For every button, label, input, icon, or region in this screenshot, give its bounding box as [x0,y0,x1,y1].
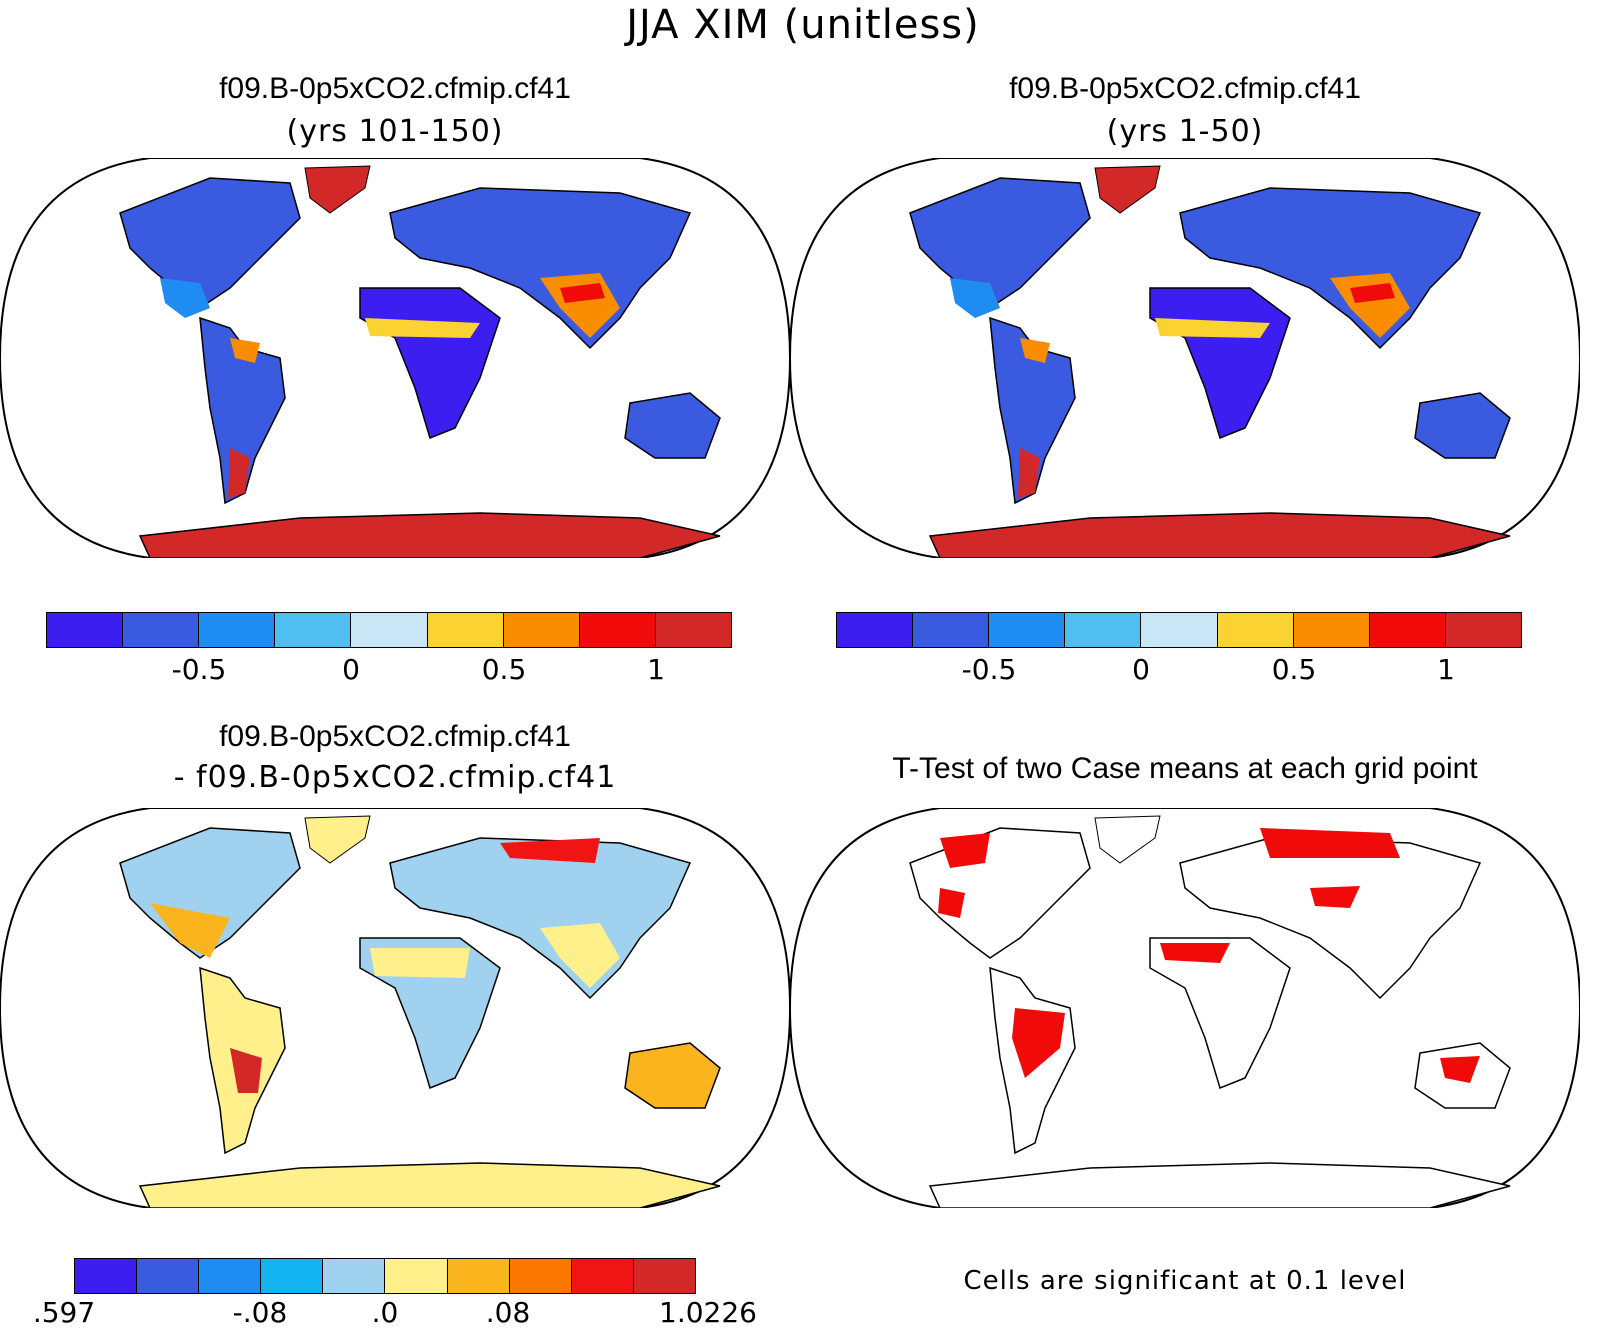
colorbar-swatch [1065,613,1142,647]
colorbar-swatch [1141,613,1218,647]
map-field-b [790,158,1580,558]
colorbar-swatch [123,613,200,647]
colorbar-swatch [655,613,731,647]
colorbar-swatch [47,613,124,647]
colorbar-tick-label: .0 [371,1296,399,1329]
panel-1-map [0,158,790,558]
panel-3-map [0,808,790,1208]
map-ttest [790,808,1580,1208]
colorbar-swatch [989,613,1066,647]
colorbar-difference [74,1258,696,1294]
colorbar-tick-label: -.08 [232,1296,288,1329]
colorbar-swatch [913,613,990,647]
colorbar-swatch [199,1259,262,1293]
panel-3-subtitle: - f09.B-0p5xCO2.cfmip.cf41 [173,760,617,795]
colorbar-tick-label: 1.0226 [659,1296,757,1329]
colorbar-swatch [1369,613,1446,647]
map-difference [0,808,790,1208]
colorbar-swatch [509,1259,572,1293]
significance-note: Cells are significant at 0.1 level [963,1266,1407,1296]
colorbar-swatch [427,613,504,647]
colorbar-swatch [571,1259,634,1293]
colorbar-tick-label: 1 [647,653,665,686]
colorbar-swatch [447,1259,510,1293]
colorbar-swatch [351,613,428,647]
colorbar-field-1 [46,612,732,648]
colorbar-swatch [1445,613,1521,647]
panel-4-title: T-Test of two Case means at each grid po… [892,752,1478,785]
colorbar-tick-label: 0 [342,653,360,686]
colorbar-swatch [137,1259,200,1293]
colorbar-tick-label: 0 [1132,653,1150,686]
colorbar-swatch [75,1259,138,1293]
colorbar-tick-label: 0.5 [481,653,527,686]
colorbar-swatch [323,1259,386,1293]
colorbar-swatch [633,1259,695,1293]
colorbar-swatch [1217,613,1294,647]
colorbar-tick-label: 0.5 [1271,653,1317,686]
panel-4-map [790,808,1580,1208]
colorbar-swatch [261,1259,324,1293]
colorbar-swatch [199,613,276,647]
panel-2-map [790,158,1580,558]
colorbar-tick-label: 1 [1437,653,1455,686]
colorbar-field-2 [836,612,1522,648]
colorbar-tick-label: -0.5 [171,653,227,686]
colorbar-swatch [385,1259,448,1293]
colorbar-swatch [1293,613,1370,647]
colorbar-swatch [579,613,656,647]
panel-3-title: f09.B-0p5xCO2.cfmip.cf41 [219,720,571,753]
panel-2-subtitle: (yrs 1-50) [1106,114,1264,149]
figure-title: JJA XIM (unitless) [626,2,980,48]
colorbar-swatch [837,613,914,647]
panel-1-title: f09.B-0p5xCO2.cfmip.cf41 [219,72,571,105]
map-field-a [0,158,790,558]
colorbar-swatch [275,613,352,647]
panel-1-subtitle: (yrs 101-150) [286,114,504,149]
colorbar-swatch [503,613,580,647]
panel-2-title: f09.B-0p5xCO2.cfmip.cf41 [1009,72,1361,105]
colorbar-tick-label: .08 [485,1296,531,1329]
colorbar-tick-label: -0.5 [961,653,1017,686]
colorbar-tick-label: .597 [32,1296,96,1329]
